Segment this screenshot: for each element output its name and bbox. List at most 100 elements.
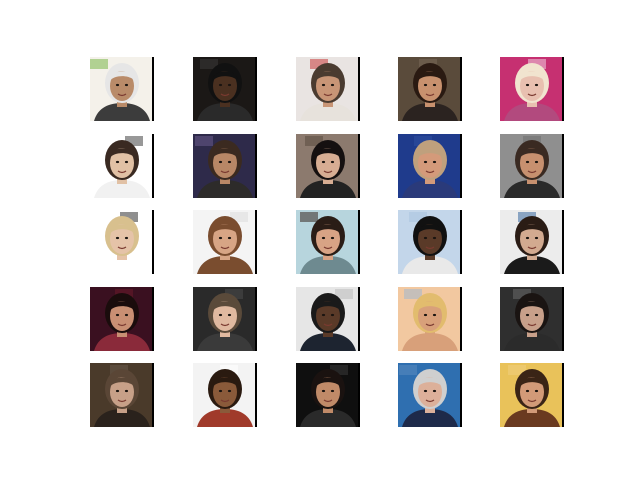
edge-line: [255, 363, 257, 427]
hair-fringe: [212, 301, 238, 311]
background-detail: [513, 289, 531, 299]
mouth: [425, 93, 435, 97]
background-detail: [310, 59, 328, 69]
left-eye: [218, 83, 223, 87]
mouth: [527, 246, 537, 250]
shoulders: [197, 103, 253, 121]
edge-line: [358, 57, 360, 121]
face-thumbnail: [500, 57, 564, 121]
mouth: [117, 170, 127, 174]
face-image: [193, 134, 257, 198]
right-eye: [534, 313, 539, 317]
face: [520, 71, 544, 101]
background-detail: [195, 136, 213, 146]
face-thumbnail: [500, 134, 564, 198]
mouth: [527, 399, 537, 403]
hair-fringe: [519, 148, 545, 158]
left-eye: [423, 160, 428, 164]
shoulders: [94, 180, 150, 198]
left-eye: [115, 236, 120, 240]
right-eye: [227, 313, 232, 317]
edge-line: [562, 210, 564, 274]
right-eye: [432, 236, 437, 240]
face: [520, 377, 544, 407]
background-detail: [200, 59, 218, 69]
hair-fringe: [519, 224, 545, 234]
face-image: [193, 287, 257, 351]
hair-fringe: [417, 301, 443, 311]
mouth: [323, 246, 333, 250]
face-image: [500, 210, 564, 274]
edge-line: [255, 287, 257, 351]
face-thumbnail: [90, 57, 154, 121]
shoulders: [402, 256, 458, 274]
right-eye: [330, 236, 335, 240]
face-image: [90, 363, 154, 427]
mouth: [117, 323, 127, 327]
shoulders: [504, 256, 560, 274]
left-eye: [525, 236, 530, 240]
mouth: [323, 170, 333, 174]
face-thumbnail: [90, 210, 154, 274]
right-eye: [330, 83, 335, 87]
edge-line: [358, 287, 360, 351]
shoulders: [504, 103, 560, 121]
left-eye: [525, 389, 530, 393]
mouth: [425, 399, 435, 403]
edge-line: [562, 57, 564, 121]
shoulders: [504, 333, 560, 351]
hair-fringe: [417, 71, 443, 81]
hair-fringe: [519, 301, 545, 311]
hair-fringe: [417, 224, 443, 234]
mouth: [117, 93, 127, 97]
background-detail: [409, 212, 427, 222]
left-eye: [423, 389, 428, 393]
hair-fringe: [212, 377, 238, 387]
face-thumbnail: [296, 363, 360, 427]
edge-line: [460, 287, 462, 351]
right-eye: [227, 236, 232, 240]
background-detail: [330, 365, 348, 375]
face-image: [296, 363, 360, 427]
shoulders: [94, 103, 150, 121]
hair-fringe: [315, 148, 341, 158]
right-eye: [124, 236, 129, 240]
background-detail: [225, 289, 243, 299]
face: [213, 148, 237, 178]
background-detail: [399, 365, 417, 375]
face-thumbnail: [193, 287, 257, 351]
background-detail: [230, 212, 248, 222]
edge-line: [460, 210, 462, 274]
face-image: [398, 287, 462, 351]
right-eye: [227, 83, 232, 87]
shoulders: [94, 409, 150, 427]
face: [110, 71, 134, 101]
face-image: [398, 210, 462, 274]
right-eye: [432, 160, 437, 164]
face: [520, 148, 544, 178]
face-thumbnail: [193, 134, 257, 198]
face: [316, 71, 340, 101]
shoulders: [402, 409, 458, 427]
shoulders: [94, 256, 150, 274]
edge-line: [460, 134, 462, 198]
hair-fringe: [212, 71, 238, 81]
shoulders: [94, 333, 150, 351]
hair-fringe: [417, 148, 443, 158]
mouth: [220, 170, 230, 174]
face-image: [398, 134, 462, 198]
edge-line: [255, 210, 257, 274]
mouth: [323, 93, 333, 97]
face-image: [193, 57, 257, 121]
face: [418, 224, 442, 254]
edge-line: [152, 363, 154, 427]
face: [213, 301, 237, 331]
left-eye: [218, 313, 223, 317]
hair-fringe: [109, 301, 135, 311]
hair-fringe: [417, 377, 443, 387]
edge-line: [358, 134, 360, 198]
edge-line: [358, 363, 360, 427]
face-thumbnail: [193, 363, 257, 427]
left-eye: [218, 389, 223, 393]
